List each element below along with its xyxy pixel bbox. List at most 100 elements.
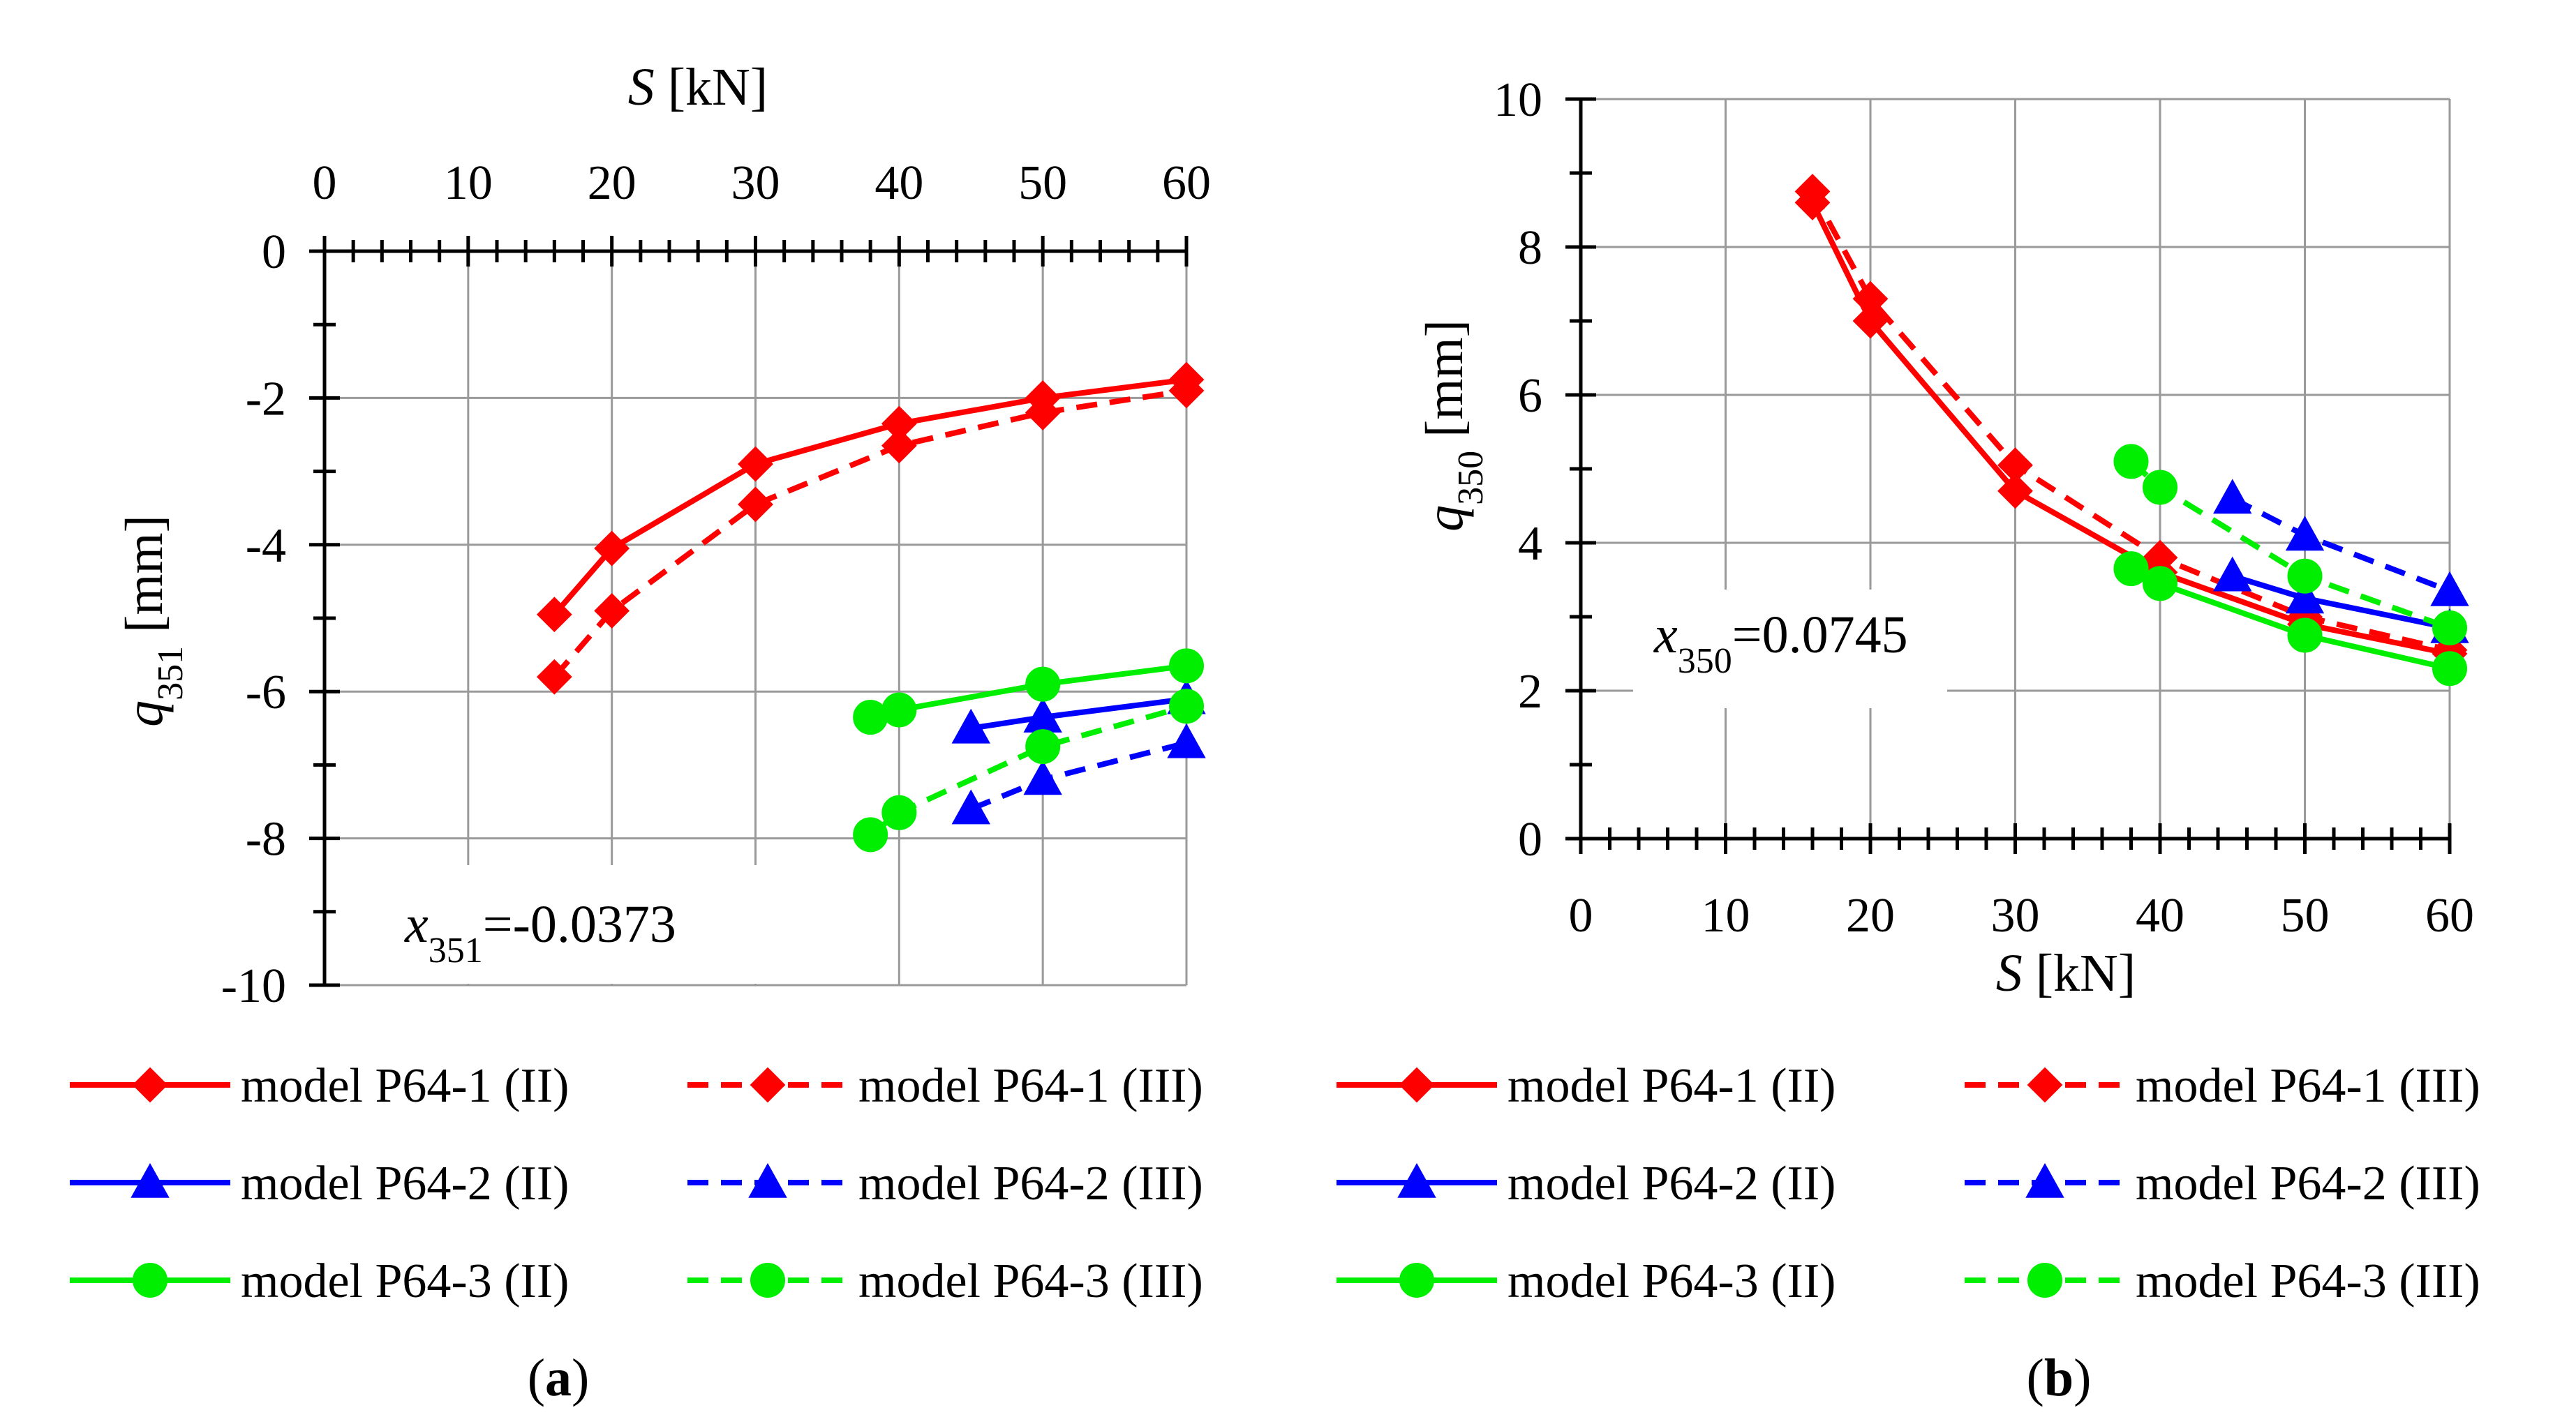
y-tick-label: -6 (246, 666, 286, 719)
x-tick-label: 30 (1991, 889, 2040, 943)
x-tick-label: 0 (313, 156, 337, 210)
data-point (881, 692, 917, 728)
legend-marker (748, 1162, 787, 1198)
x-tick-label: 20 (588, 156, 636, 210)
legend-marker (132, 1067, 168, 1103)
legend-label: model P64-1 (II) (1507, 1059, 1836, 1113)
legend-marker (133, 1263, 167, 1298)
legend-label: model P64-2 (II) (241, 1157, 569, 1211)
panel-a: 0 10 20 30 40 50 60 0 -2 -4 -6 -8 -10 S [kN] q351 [m… (115, 58, 1211, 1407)
data-point (2285, 578, 2325, 614)
y-tick-label: 2 (1518, 665, 1542, 719)
y-tick-label: 8 (1518, 221, 1542, 275)
x-tick-label: 60 (1162, 156, 1211, 210)
x-tick-label: 10 (1702, 889, 1750, 943)
legend-entry: model P64-1 (II) (70, 1059, 569, 1113)
legend: model P64-1 (II) model P64-1 (III) model P… (70, 1059, 2480, 1308)
data-point (2213, 479, 2252, 514)
panel-a-annotation-box (380, 865, 761, 984)
data-point (1025, 666, 1061, 702)
series-line (552, 377, 1187, 617)
data-point (1997, 447, 2033, 484)
y-tick-label: -10 (221, 959, 286, 1013)
legend-label: model P64-2 (III) (2136, 1157, 2480, 1211)
panel-a-y-axis-title: q351 [mm] (115, 515, 191, 727)
panel-b: 0 10 20 30 40 50 60 0 2 4 6 8 10 S [kN] q350 [mm] x3… (1415, 73, 2474, 1407)
data-point (853, 817, 888, 853)
panel-a-caption: (a) (528, 1349, 590, 1407)
legend-label: model P64-2 (II) (1507, 1157, 1836, 1211)
x-tick-label: 0 (1569, 889, 1593, 943)
data-point (1168, 373, 1205, 409)
x-tick-label: 30 (731, 156, 780, 210)
legend-marker (2027, 1067, 2063, 1103)
legend-entry: model P64-2 (III) (687, 1157, 1203, 1211)
x-tick-label: 50 (2281, 889, 2330, 943)
panel-a-annotation: x351=-0.0373 (404, 895, 676, 970)
legend-label: model P64-1 (III) (2136, 1059, 2480, 1113)
data-point (2287, 558, 2323, 594)
legend-entry: model P64-3 (II) (70, 1254, 569, 1308)
data-point (1997, 473, 2033, 509)
x-tick-label: 20 (1846, 889, 1895, 943)
legend-entry: model P64-3 (II) (1337, 1254, 1836, 1308)
x-tick-label: 60 (2425, 889, 2474, 943)
legend-marker (750, 1263, 785, 1298)
legend-marker (2025, 1162, 2064, 1198)
legend-entry: model P64-3 (III) (687, 1254, 1203, 1308)
data-point (594, 530, 630, 567)
data-point (951, 789, 990, 825)
y-tick-label: -2 (246, 372, 286, 426)
panel-b-y-axis-title: q350 [mm] (1415, 320, 1491, 532)
data-point (2143, 470, 2177, 505)
panel-a-series (536, 361, 1206, 853)
data-point (881, 428, 917, 464)
data-point (1852, 280, 1889, 317)
y-tick-label: 4 (1518, 517, 1542, 571)
data-point (536, 597, 572, 633)
panel-b-series (1794, 174, 2469, 687)
data-point (1023, 760, 1062, 795)
data-point (2432, 651, 2467, 687)
data-point (1169, 648, 1204, 684)
legend-label: model P64-3 (II) (241, 1254, 569, 1308)
series-model-p64-3-iii- (853, 689, 1204, 853)
series-model-p64-3-ii- (853, 648, 1204, 735)
panel-b-axes (1565, 97, 2452, 854)
data-point (1169, 689, 1204, 724)
legend-label: model P64-3 (II) (1507, 1254, 1836, 1308)
legend-entry: model P64-1 (II) (1337, 1059, 1836, 1113)
data-point (2432, 610, 2467, 645)
panel-b-annotation-box (1633, 590, 1947, 708)
series-model-p64-2-iii- (951, 723, 1206, 825)
legend-entry: model P64-2 (II) (1337, 1157, 1836, 1211)
legend-marker (1399, 1263, 1434, 1298)
data-point (738, 486, 773, 523)
legend-marker (1399, 1067, 1435, 1103)
panel-b-caption: (b) (2027, 1349, 2092, 1407)
data-point (2143, 566, 2177, 601)
legend-marker (750, 1067, 786, 1103)
series-model-p64-2-iii- (2213, 479, 2469, 606)
legend-label: model P64-1 (III) (858, 1059, 1203, 1113)
panel-b-tick-labels: 0 10 20 30 40 50 60 0 2 4 6 8 10 (1494, 73, 2474, 943)
legend-marker (131, 1162, 170, 1198)
data-point (2287, 617, 2323, 653)
panel-a-axes (309, 236, 1189, 987)
legend-marker (1397, 1162, 1436, 1198)
legend-entry: model P64-2 (III) (1965, 1157, 2480, 1211)
series-line (1810, 190, 2450, 653)
series-line (2129, 459, 2451, 631)
panel-a-x-axis-title: S [kN] (628, 58, 768, 117)
data-point (1025, 395, 1061, 430)
data-point (2113, 444, 2149, 479)
legend-label: model P64-3 (III) (858, 1254, 1203, 1308)
series-line (552, 387, 1187, 679)
series-line (868, 703, 1188, 837)
data-point (2285, 516, 2325, 551)
legend-label: model P64-2 (III) (858, 1157, 1203, 1211)
legend-entry: model P64-2 (II) (70, 1157, 569, 1211)
data-point (951, 708, 990, 744)
data-point (738, 446, 773, 482)
